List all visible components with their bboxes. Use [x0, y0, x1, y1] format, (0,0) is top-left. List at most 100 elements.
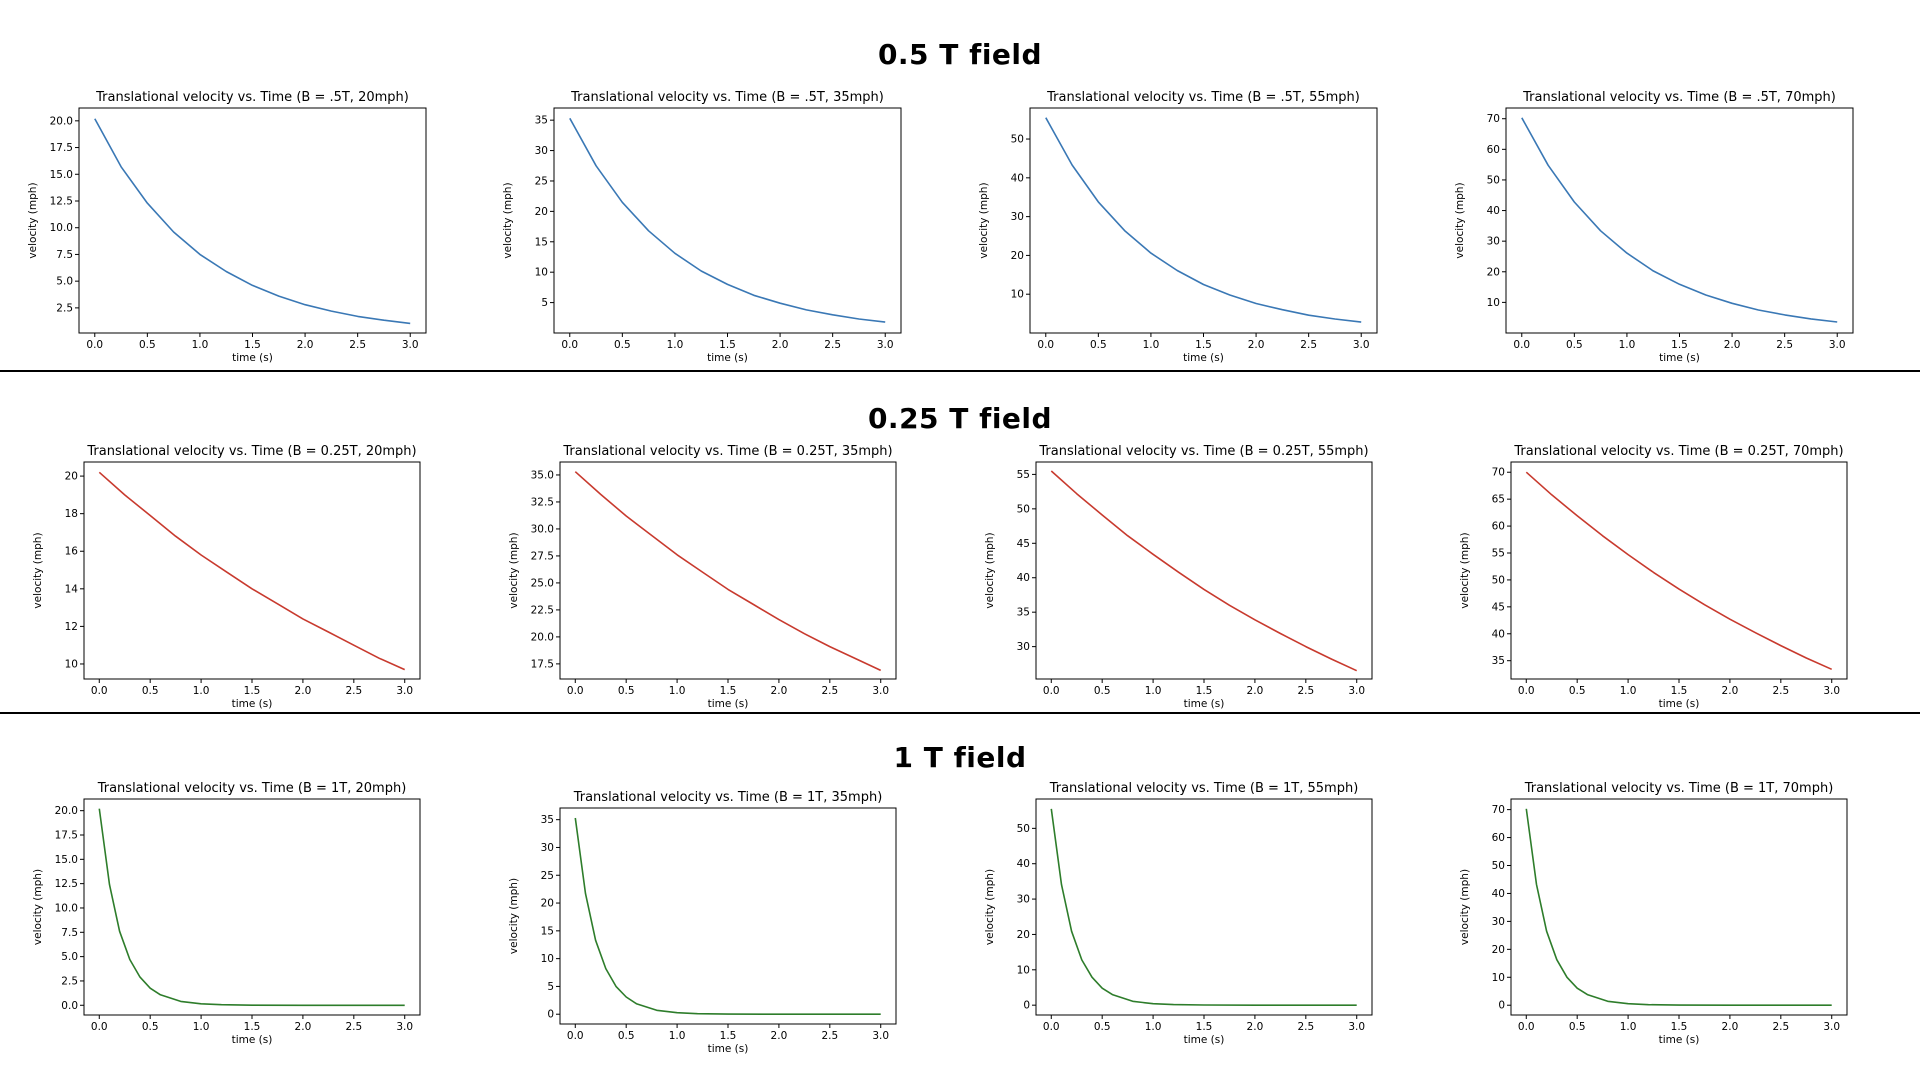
y-tick-label: 50 [1487, 174, 1500, 186]
y-axis-label: velocity (mph) [984, 869, 996, 945]
x-tick-label: 0.5 [1569, 1021, 1586, 1033]
y-tick-label: 22.5 [531, 604, 554, 616]
y-tick-label: 35 [541, 814, 554, 826]
y-tick-label: 5 [547, 981, 554, 993]
x-tick-label: 1.5 [244, 1021, 261, 1033]
y-tick-label: 20 [1487, 266, 1500, 278]
y-tick-label: 70 [1492, 804, 1505, 816]
chart-panel: Translational velocity vs. Time (B = 1T,… [984, 781, 1373, 1046]
x-tick-label: 1.0 [669, 1030, 686, 1042]
series-line [1525, 471, 1833, 671]
x-tick-label: 1.5 [244, 339, 261, 351]
y-tick-label: 2.5 [61, 975, 78, 987]
x-tick-label: 0.5 [142, 1021, 159, 1033]
plot-frame [78, 107, 427, 334]
y-tick-label: 25 [541, 870, 554, 882]
plot-frame [559, 461, 897, 680]
y-tick-label: 20 [1011, 250, 1024, 262]
y-tick-label: 10.0 [55, 902, 78, 914]
y-tick-label: 15.0 [55, 854, 78, 866]
y-axis-label: velocity (mph) [27, 182, 39, 258]
section-title-quarter-tesla: 0.25 T field [867, 402, 1053, 435]
series-line [574, 817, 881, 1015]
y-tick-label: 7.5 [61, 927, 78, 939]
x-tick-label: 2.5 [345, 685, 362, 697]
plot-frame [553, 107, 902, 334]
x-tick-label: 1.5 [1671, 1021, 1688, 1033]
y-tick-label: 20 [65, 471, 78, 483]
x-tick-label: 0.5 [142, 685, 159, 697]
series-line [574, 471, 882, 672]
y-tick-label: 7.5 [56, 249, 73, 261]
chart-panel: Translational velocity vs. Time (B = 1T,… [508, 790, 897, 1055]
y-tick-label: 20 [541, 898, 554, 910]
chart-title: Translational velocity vs. Time (B = 0.2… [1038, 444, 1368, 459]
x-tick-label: 2.5 [1776, 339, 1793, 351]
y-tick-label: 14 [65, 583, 79, 595]
x-tick-label: 0.5 [1090, 339, 1107, 351]
x-tick-label: 2.0 [1247, 1021, 1264, 1033]
x-tick-label: 2.0 [1724, 339, 1741, 351]
x-axis-label: time (s) [708, 1043, 749, 1055]
plot-frame [83, 461, 421, 680]
y-tick-label: 50 [1011, 134, 1024, 146]
x-tick-label: 2.5 [1297, 685, 1314, 697]
y-tick-label: 70 [1492, 467, 1505, 479]
x-tick-label: 3.0 [1823, 1021, 1840, 1033]
y-tick-label: 30 [535, 145, 548, 157]
x-tick-label: 3.0 [402, 339, 419, 351]
y-axis-label: velocity (mph) [1459, 532, 1471, 608]
y-tick-label: 0 [1023, 1000, 1030, 1012]
x-tick-label: 2.5 [821, 685, 838, 697]
x-tick-label: 2.0 [295, 685, 312, 697]
x-tick-label: 2.0 [295, 1021, 312, 1033]
x-tick-label: 2.0 [1722, 685, 1739, 697]
series-line [98, 471, 406, 671]
x-tick-label: 2.5 [1772, 685, 1789, 697]
x-tick-label: 3.0 [877, 339, 894, 351]
x-tick-label: 1.5 [1671, 685, 1688, 697]
x-tick-label: 2.5 [1297, 1021, 1314, 1033]
chart-title: Translational velocity vs. Time (B = 1T,… [97, 781, 407, 796]
series-line [98, 808, 405, 1007]
x-tick-label: 1.5 [1671, 339, 1688, 351]
x-tick-label: 0.0 [91, 1021, 108, 1033]
y-tick-label: 5 [541, 297, 548, 309]
y-tick-label: 50 [1492, 574, 1505, 586]
series-line [94, 118, 411, 325]
x-axis-label: time (s) [1659, 1034, 1700, 1046]
x-tick-label: 3.0 [1353, 339, 1370, 351]
x-tick-label: 1.0 [193, 685, 210, 697]
chart-title: Translational velocity vs. Time (B = .5T… [570, 90, 884, 105]
x-tick-label: 3.0 [396, 685, 413, 697]
x-tick-label: 0.0 [86, 339, 103, 351]
y-axis-label: velocity (mph) [508, 532, 520, 608]
x-axis-label: time (s) [708, 698, 749, 710]
x-tick-label: 0.0 [1037, 339, 1054, 351]
y-tick-label: 45 [1492, 601, 1505, 613]
x-axis-label: time (s) [1184, 698, 1225, 710]
x-tick-label: 1.0 [1620, 685, 1637, 697]
y-tick-label: 10.0 [50, 222, 73, 234]
chart-panel: Translational velocity vs. Time (B = 1T,… [1459, 781, 1848, 1046]
x-tick-label: 1.5 [720, 685, 737, 697]
x-tick-label: 1.5 [1196, 685, 1213, 697]
x-tick-label: 1.5 [244, 685, 261, 697]
x-axis-label: time (s) [232, 698, 273, 710]
y-tick-label: 60 [1492, 832, 1505, 844]
y-tick-label: 20.0 [50, 115, 73, 127]
x-tick-label: 2.5 [824, 339, 841, 351]
x-tick-label: 0.0 [567, 1030, 584, 1042]
y-tick-label: 0 [1498, 1000, 1505, 1012]
section-title-one-tesla: 1 T field [893, 741, 1027, 774]
y-tick-label: 15 [535, 236, 548, 248]
y-tick-label: 40 [1487, 205, 1500, 217]
x-tick-label: 1.0 [1145, 685, 1162, 697]
y-tick-label: 35 [1492, 655, 1505, 667]
x-axis-label: time (s) [232, 352, 273, 364]
chart-title: Translational velocity vs. Time (B = .5T… [1522, 90, 1836, 105]
y-tick-label: 20.0 [55, 805, 78, 817]
chart-panel: Translational velocity vs. Time (B = 0.2… [984, 444, 1373, 710]
x-tick-label: 0.5 [614, 339, 631, 351]
